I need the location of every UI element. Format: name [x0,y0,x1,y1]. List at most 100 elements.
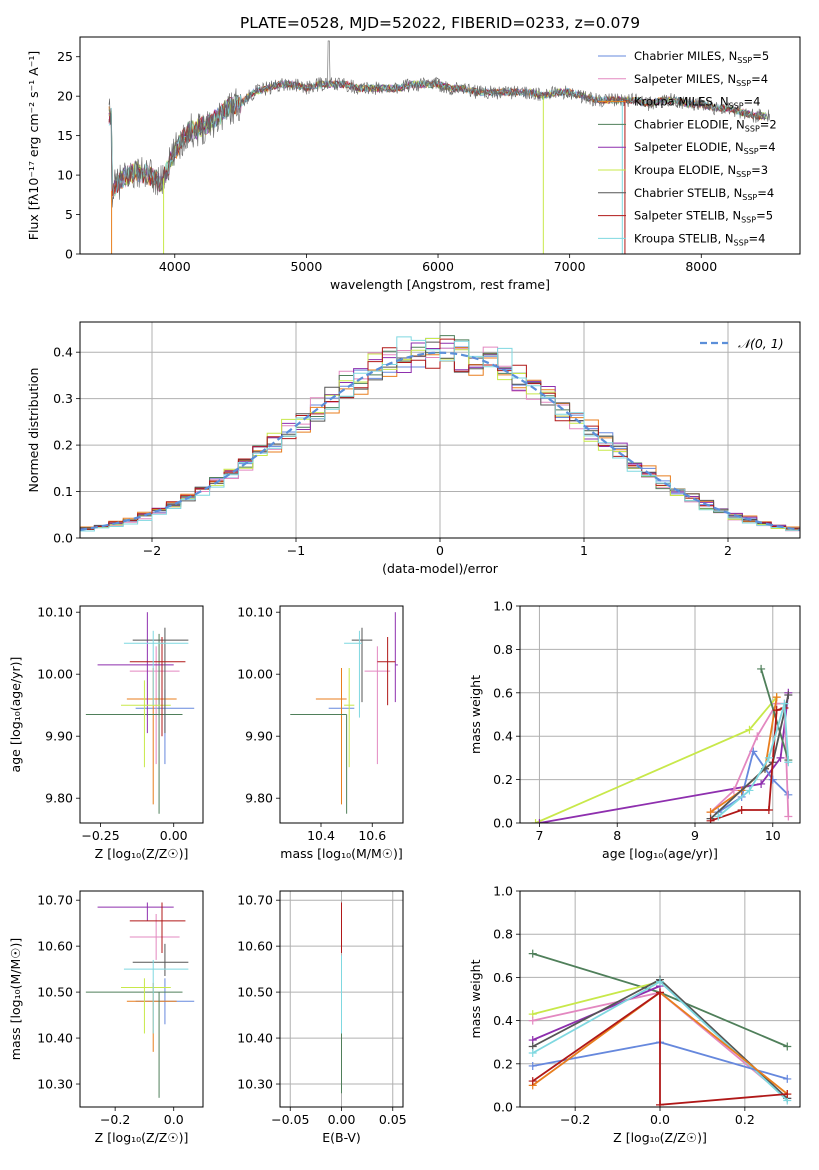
x-tick-label: −0.05 [271,1112,309,1127]
y-tick-label: 9.80 [45,791,73,806]
y-axis-label: Normed distribution [26,368,41,493]
x-axis-label: Z [log₁₀(Z/Z☉)] [613,1130,707,1145]
data-point [783,1074,792,1083]
x-tick-label: 10 [765,828,781,843]
y-tick-label: 10.60 [237,939,273,954]
legend-label: Salpeter STELIB, NSSP=5 [634,209,773,225]
plot-area [528,949,792,1107]
data-point [753,732,762,741]
y-tick-label: 10 [57,168,73,183]
weight-line [532,980,661,1015]
data-point [528,1049,537,1057]
y-tick-label: 10.30 [37,1077,73,1092]
legend-label: Kroupa STELIB, NSSP=4 [634,231,765,247]
data-point [729,786,738,795]
data-point [656,977,664,986]
y-tick-label: 0.3 [53,391,73,406]
legend-label: Kroupa MILES, NSSP=4 [634,95,760,111]
y-tick-label: 9.90 [45,729,73,744]
y-tick-label: 0.6 [493,685,513,700]
x-axis-label: age [log₁₀(age/yr)] [602,846,718,861]
y-tick-label: 5 [65,207,73,222]
x-axis-label: Z [log₁₀(Z/Z☉)] [95,1130,189,1145]
plot-area [85,902,195,1098]
data-point [528,1016,537,1025]
x-tick-label: 0.2 [735,1112,755,1127]
residuals-panel: −2 −1 0 1 2 0.0 0.1 0.2 0.3 0.4 (data-model)/error… [26,321,801,576]
plot-area [108,40,770,254]
legend-label: Chabrier MILES, NSSP=5 [634,49,769,65]
age-vs-mass-panel: 10.4 10.6 9.80 9.90 10.00 10.10 mass [log₁₀(M/… [237,605,404,861]
gaussian-curve [80,351,800,531]
data-point [528,1061,537,1070]
axes-frame [519,890,801,1108]
y-tick-label: 10.70 [237,893,273,908]
spectrum-legend: Chabrier MILES, NSSP=5 Salpeter MILES, NS… [598,49,777,247]
legend-label: 𝒩(0, 1) [738,336,784,351]
y-tick-label: 0.6 [493,970,513,985]
plot-area [85,612,195,814]
weight-line [535,696,778,823]
y-axis-label: mass [log₁₀(M/M☉)] [8,938,23,1060]
y-tick-label: 9.80 [245,791,273,806]
y-tick-label: 10.30 [237,1077,273,1092]
plot-area [290,612,398,814]
weight-vs-z-panel: −0.2 0.0 0.2 0.0 0.2 0.4 0.6 0.8 1.0 Z [log₁₀(Z/Z… [468,884,801,1145]
y-tick-label: 10.00 [237,667,273,682]
legend-label: Chabrier STELIB, NSSP=4 [634,186,774,202]
y-axis-label: age [log₁₀(age/yr)] [8,657,23,773]
data-point [780,699,789,708]
data-point [531,819,540,823]
x-tick-label: 0.05 [379,1112,407,1127]
x-tick-label: 7 [535,828,543,843]
x-tick-label: 0.00 [328,1112,356,1127]
x-tick-label: 0.0 [164,1112,184,1127]
y-axis-label: mass weight [468,675,483,754]
data-point [757,664,766,673]
x-axis-label: wavelength [Angstrom, rest frame] [330,277,550,292]
axes-frame [279,605,404,824]
x-tick-label: 8 [613,828,621,843]
y-tick-label: 0.0 [53,531,73,546]
data-point [737,805,746,814]
x-tick-label: −0.2 [560,1112,590,1127]
observed-spectrum [108,40,770,208]
data-point [528,949,537,958]
data-point [757,779,766,788]
data-point [535,819,544,823]
y-tick-label: 0.2 [53,438,73,453]
y-tick-label: 0.2 [493,1056,513,1071]
y-tick-label: 10.10 [37,605,73,620]
axes-frame [519,605,801,824]
weight-line [760,668,790,761]
data-point [772,706,781,715]
x-tick-label: 1 [580,543,588,558]
legend-label: Salpeter ELODIE, NSSP=4 [634,140,776,156]
data-point [656,988,664,997]
y-tick-label: 0.1 [53,484,73,499]
y-tick-label: 10.00 [37,667,73,682]
x-tick-label: 10.4 [307,828,335,843]
y-tick-label: 10.60 [37,939,73,954]
axes-frame [79,321,801,539]
y-tick-label: 0.4 [53,345,73,360]
residual-histogram [80,336,800,532]
figure-title: PLATE=0528, MJD=52022, FIBERID=0233, z=0… [240,14,640,32]
x-axis-label: E(B-V) [322,1130,361,1145]
x-tick-label: −0.2 [100,1112,130,1127]
x-axis-label: mass [log₁₀(M/M☉)] [280,846,402,861]
data-point [656,1100,664,1107]
weight-line [709,694,790,820]
data-point [772,693,781,702]
y-tick-label: 10.50 [37,985,73,1000]
y-tick-label: 10.10 [237,605,273,620]
data-point [764,805,773,814]
weight-vs-age-panel: 7 8 9 10 0.0 0.2 0.4 0.6 0.8 1.0 age [log₁₀(age/yr… [468,599,801,861]
y-tick-label: 0.8 [493,642,513,657]
x-tick-label: 4000 [159,259,191,274]
x-tick-label: 5000 [290,259,322,274]
data-point [706,816,715,823]
data-point [784,758,793,767]
data-point [764,753,773,762]
